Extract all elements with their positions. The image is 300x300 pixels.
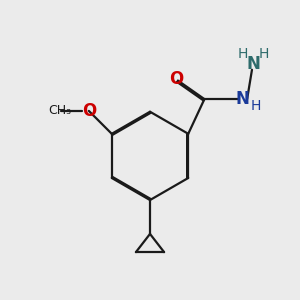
- Text: O: O: [169, 70, 184, 88]
- Text: H: H: [259, 47, 269, 61]
- Text: O: O: [82, 102, 96, 120]
- Text: N: N: [236, 90, 250, 108]
- Text: H: H: [251, 100, 261, 113]
- Text: CH₃: CH₃: [48, 104, 71, 117]
- Text: H: H: [237, 47, 248, 61]
- Text: N: N: [247, 56, 260, 74]
